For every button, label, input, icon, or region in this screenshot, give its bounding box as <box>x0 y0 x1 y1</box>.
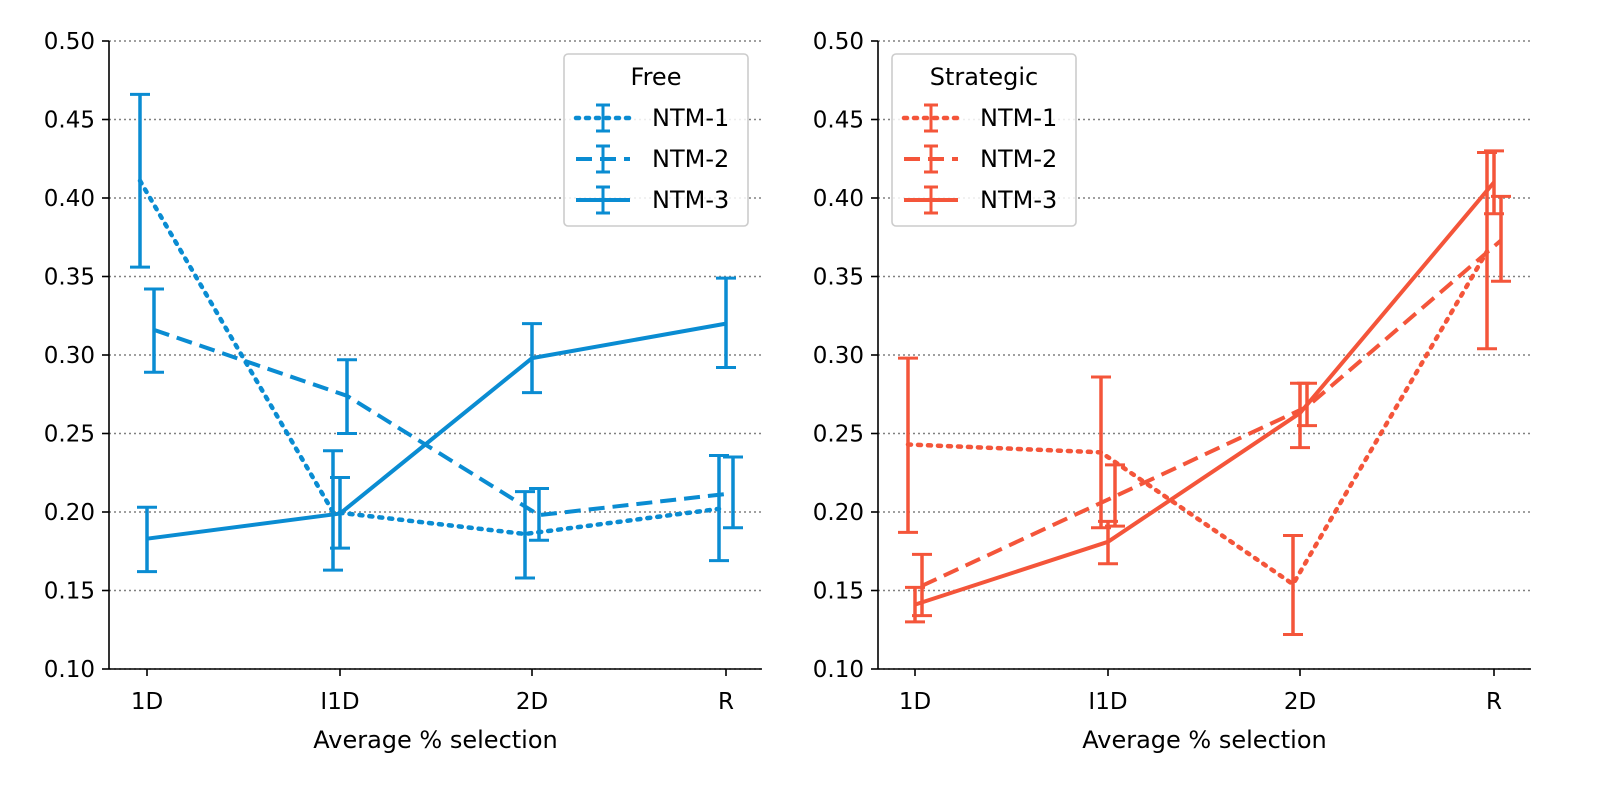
x-axis-title: Average % selection <box>1082 726 1327 754</box>
y-tick-label: 0.35 <box>44 265 95 291</box>
x-tick-label: 2D <box>1284 689 1316 715</box>
strategic-chart-panel: 0.10 0.15 0.20 0.25 0.30 0.35 0.40 0.45 0.50 1D I1… <box>813 29 1531 754</box>
x-tick-label: R <box>718 689 734 715</box>
legend-title: Strategic <box>930 63 1039 91</box>
x-tick-label: 1D <box>899 689 931 715</box>
legend-title: Free <box>631 63 682 91</box>
legend-label: NTM-2 <box>980 145 1057 173</box>
legend-label: NTM-3 <box>980 186 1057 214</box>
y-tick-label: 0.45 <box>813 108 864 134</box>
y-tick-label: 0.20 <box>813 500 864 526</box>
y-tick-label: 0.25 <box>44 422 95 448</box>
legend-label: NTM-2 <box>652 145 729 173</box>
legend-label: NTM-1 <box>652 104 729 132</box>
y-tick-label: 0.45 <box>44 108 95 134</box>
legend: Free NTM-1 NTM-2 NTM-3 <box>563 53 749 227</box>
y-tick-label: 0.40 <box>813 186 864 212</box>
x-axis-title: Average % selection <box>313 726 558 754</box>
y-tick-label: 0.40 <box>44 186 95 212</box>
series-line-ntm-2 <box>921 238 1503 588</box>
series-line-ntm-3 <box>914 181 1496 607</box>
y-tick-label: 0.30 <box>44 343 95 369</box>
y-tick-label: 0.50 <box>813 29 864 55</box>
x-tick-label: 2D <box>516 689 548 715</box>
x-tick-label: I1D <box>320 689 359 715</box>
y-tick-label: 0.35 <box>813 265 864 291</box>
x-tick-label: I1D <box>1088 689 1127 715</box>
y-tick-label: 0.20 <box>44 500 95 526</box>
legend-box <box>563 53 749 227</box>
series-line-ntm-3 <box>146 321 727 541</box>
y-tick-label: 0.30 <box>813 343 864 369</box>
legend-label: NTM-1 <box>980 104 1057 132</box>
legend-box <box>891 53 1077 227</box>
y-tick-label: 0.10 <box>813 657 864 683</box>
y-tick-label: 0.15 <box>813 579 864 605</box>
series-line-ntm-1 <box>137 178 722 537</box>
series-line-ntm-1 <box>905 249 1490 587</box>
y-tick-label: 0.25 <box>813 422 864 448</box>
series-line-ntm-2 <box>153 327 734 518</box>
x-tick-label: R <box>1486 689 1502 715</box>
legend-label: NTM-3 <box>652 186 729 214</box>
legend: Strategic NTM-1 NTM-2 NTM-3 <box>891 53 1077 227</box>
y-tick-label: 0.10 <box>44 657 95 683</box>
y-tick-label: 0.50 <box>44 29 95 55</box>
y-tick-label: 0.15 <box>44 579 95 605</box>
free-chart-panel: 0.10 0.15 0.20 0.25 0.30 0.35 0.40 0.45 0.50 1D I1… <box>44 29 762 754</box>
x-tick-label: 1D <box>131 689 163 715</box>
